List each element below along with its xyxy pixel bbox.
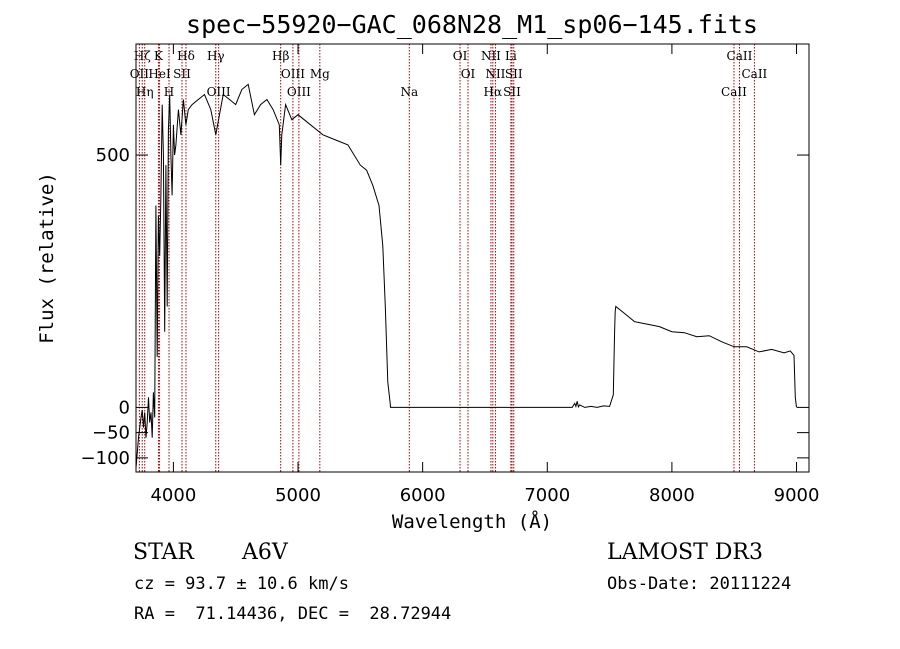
line-label: Hδ <box>177 49 195 63</box>
line-label: Hγ <box>207 49 225 63</box>
y-axis-ticks: 500 0 −50 −100 <box>81 145 809 469</box>
y-tick-label: 500 <box>96 145 130 166</box>
x-tick-label: 4000 <box>150 485 196 506</box>
x-tick-label: 9000 <box>774 485 820 506</box>
spectrum-line <box>135 83 797 469</box>
line-label: CaII <box>721 85 747 99</box>
spectral-line-markers <box>138 44 755 472</box>
line-label: NII <box>485 67 505 81</box>
line-label: Hβ <box>272 49 289 63</box>
line-label: OIII <box>287 85 311 99</box>
line-label: OI <box>453 49 468 63</box>
x-tick-label: 5000 <box>275 485 321 506</box>
line-label: OIII <box>281 67 305 81</box>
line-label: SII <box>505 67 523 81</box>
y-tick-label: −50 <box>92 423 130 444</box>
redshift-cz: cz = 93.7 ± 10.6 km/s <box>134 574 349 594</box>
line-label: OI <box>461 67 476 81</box>
line-label: OIII <box>207 85 231 99</box>
line-label: Na <box>400 85 418 99</box>
object-subclass: A6V <box>242 540 288 565</box>
line-label: Li <box>505 49 517 63</box>
y-tick-label: −100 <box>81 448 130 469</box>
line-label: SII <box>503 85 521 99</box>
line-label: K <box>154 49 164 63</box>
obs-date: Obs-Date: 20111224 <box>607 574 792 594</box>
line-label: OII <box>130 67 150 81</box>
line-label: Hη <box>136 85 154 99</box>
line-label: Hα <box>484 85 503 99</box>
spectral-line-labels: Hζ OII Hη K HeI H Hδ SII OIII Hγ OIII OIII Hβ Mg Na OI O… <box>130 49 768 99</box>
ra-dec: RA = 71.14436, DEC = 28.72944 <box>134 604 452 624</box>
x-tick-label: 8000 <box>649 485 695 506</box>
line-label: NII <box>481 49 501 63</box>
line-label: SII <box>173 67 191 81</box>
line-label: CaII <box>727 49 753 63</box>
y-axis-title: Flux (relative) <box>36 172 58 344</box>
line-label: CaII <box>741 67 767 81</box>
object-class: STAR <box>133 540 194 565</box>
x-tick-label: 7000 <box>524 485 570 506</box>
chart-title: spec−55920−GAC_068N28_M1_sp06−145.fits <box>186 10 758 39</box>
x-axis-ticks: 4000 5000 6000 7000 8000 9000 <box>150 44 819 506</box>
x-tick-label: 6000 <box>400 485 446 506</box>
plot-frame <box>135 43 810 473</box>
line-label: Hζ <box>134 49 151 63</box>
line-label: Mg <box>310 67 330 81</box>
y-tick-label: 0 <box>119 397 130 418</box>
survey-name: LAMOST DR3 <box>607 540 763 565</box>
line-label: HeI <box>148 67 171 81</box>
x-axis-title: Wavelength (Å) <box>392 510 552 533</box>
line-label: H <box>164 85 174 99</box>
